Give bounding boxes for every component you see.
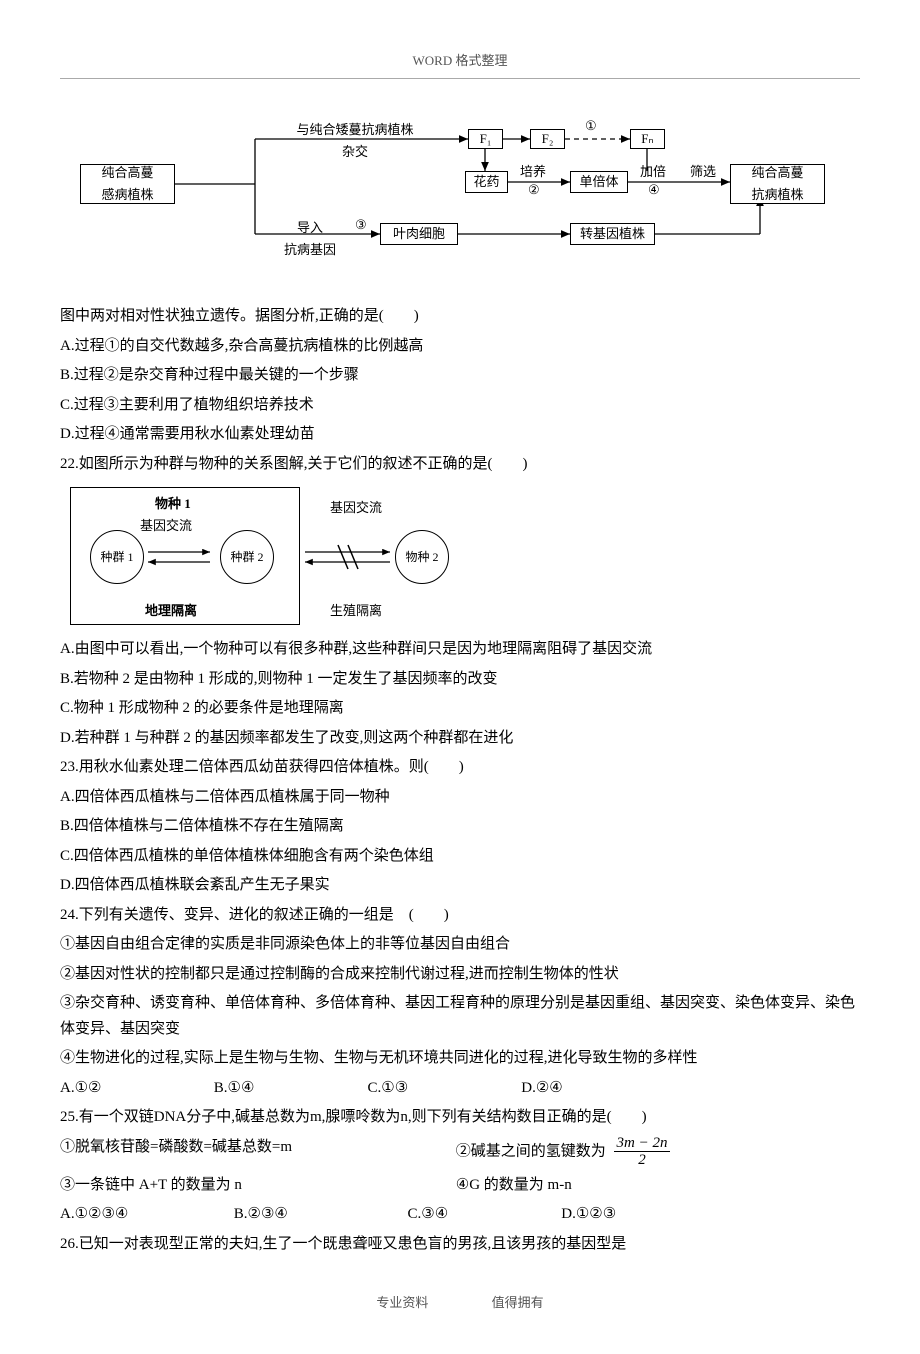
fraction-den: 2 [614,1152,671,1169]
q25-opt-c: C.③④ [408,1202,558,1228]
q25-item4: ④G 的数量为 m-n [456,1173,848,1199]
q25-item2-wrap: ②碱基之间的氢键数为 3m − 2n 2 [456,1135,848,1169]
circle-zhongqun2: 种群 2 [220,530,274,584]
label-jiaoliu-outer: 基因交流 [330,497,382,519]
label-shengzhi: 生殖隔离 [330,600,382,622]
q23-option-c: C.四倍体西瓜植株的单倍体植株体细胞含有两个染色体组 [60,844,860,870]
box-yerou: 叶肉细胞 [380,223,458,245]
q24-opt-c: C.①③ [368,1076,518,1102]
q25-opt-b: B.②③④ [234,1202,404,1228]
fraction-num: 3m − 2n [614,1135,671,1153]
box-f1: F₁ [468,129,503,149]
box-end: 纯合高蔓 抗病植株 [730,164,825,204]
q21-option-d: D.过程④通常需要用秋水仙素处理幼苗 [60,422,860,448]
q22-option-a: A.由图中可以看出,一个物种可以有很多种群,这些种群间只是因为地理隔离阻碍了基因… [60,637,860,663]
q23-option-d: D.四倍体西瓜植株联会紊乱产生无子果实 [60,873,860,899]
label-num1: ① [585,115,597,137]
q23-option-a: A.四倍体西瓜植株与二倍体西瓜植株属于同一物种 [60,785,860,811]
q25-item1: ①脱氧核苷酸=磷酸数=碱基总数=m [60,1135,452,1161]
q25-opt-a: A.①②③④ [60,1202,230,1228]
box-danbei: 单倍体 [570,171,628,193]
q25-stem: 25.有一个双链DNA分子中,碱基总数为m,腺嘌呤数为n,则下列有关结构数目正确… [60,1105,860,1131]
label-num2: ② [528,179,540,201]
q24-item4: ④生物进化的过程,实际上是生物与生物、生物与无机环境共同进化的过程,进化导致生物… [60,1046,860,1072]
q24-options: A.①② B.①④ C.①③ D.②④ [60,1076,860,1102]
q22-option-b: B.若物种 2 是由物种 1 形成的,则物种 1 一定发生了基因频率的改变 [60,667,860,693]
q21-intro: 图中两对相对性状独立遗传。据图分析,正确的是( ) [60,304,860,330]
q24-opt-b: B.①④ [214,1076,364,1102]
box-start: 纯合高蔓 感病植株 [80,164,175,204]
circle-zhongqun1: 种群 1 [90,530,144,584]
q23-stem: 23.用秋水仙素处理二倍体西瓜幼苗获得四倍体植株。则( ) [60,755,860,781]
q21-option-c: C.过程③主要利用了植物组织培养技术 [60,393,860,419]
q22-option-c: C.物种 1 形成物种 2 的必要条件是地理隔离 [60,696,860,722]
flowchart-breeding: 纯合高蔓 感病植株 F₁ F₂ Fₙ 花药 单倍体 叶肉细胞 转基因植株 纯合高… [80,119,840,289]
label-dili: 地理隔离 [145,600,197,622]
box-fn: Fₙ [630,129,665,149]
label-num3: ③ [355,214,367,236]
q23-option-b: B.四倍体植株与二倍体植株不存在生殖隔离 [60,814,860,840]
q25-item2: ②碱基之间的氢键数为 [456,1143,606,1159]
q25-fraction: 3m − 2n 2 [614,1135,671,1169]
q22-option-d: D.若种群 1 与种群 2 的基因频率都发生了改变,则这两个种群都在进化 [60,726,860,752]
q22-stem: 22.如图所示为种群与物种的关系图解,关于它们的叙述不正确的是( ) [60,452,860,478]
q25-opt-d: D.①②③ [561,1202,711,1228]
label-wuzhong1: 物种 1 [155,493,191,515]
q24-item3: ③杂交育种、诱变育种、单倍体育种、多倍体育种、基因工程育种的原理分别是基因重组、… [60,991,860,1042]
q24-stem: 24.下列有关遗传、变异、进化的叙述正确的一组是 ( ) [60,903,860,929]
q21-option-b: B.过程②是杂交育种过程中最关键的一个步骤 [60,363,860,389]
flowchart-species: 物种 1 基因交流 种群 1 种群 2 物种 2 基因交流 地理隔离 生殖隔离 [70,487,520,627]
q25-items-row1: ①脱氧核苷酸=磷酸数=碱基总数=m ②碱基之间的氢键数为 3m − 2n 2 [60,1135,860,1169]
q25-items-row2: ③一条链中 A+T 的数量为 n ④G 的数量为 m-n [60,1173,860,1199]
header-label: WORD 格式整理 [60,50,860,72]
label-top: 与纯合矮蔓抗病植株 杂交 [275,119,435,163]
q24-opt-a: A.①② [60,1076,210,1102]
q25-item3: ③一条链中 A+T 的数量为 n [60,1173,452,1199]
label-shaixuan: 筛选 [690,161,716,183]
q24-item2: ②基因对性状的控制都只是通过控制酶的合成来控制代谢过程,进而控制生物体的性状 [60,962,860,988]
label-num4: ④ [648,179,660,201]
label-jiaoliu-inner: 基因交流 [140,515,192,537]
footer: 专业资料 值得拥有 [60,1292,860,1314]
label-daoru: 导入 抗病基因 [275,217,345,261]
circle-wuzhong2: 物种 2 [395,530,449,584]
q24-item1: ①基因自由组合定律的实质是非同源染色体上的非等位基因自由组合 [60,932,860,958]
q24-opt-d: D.②④ [521,1076,671,1102]
box-huayao: 花药 [465,171,508,193]
box-zhuanji: 转基因植株 [570,223,655,245]
q25-options: A.①②③④ B.②③④ C.③④ D.①②③ [60,1202,860,1228]
box-f2: F₂ [530,129,565,149]
footer-right: 值得拥有 [492,1295,544,1310]
q21-option-a: A.过程①的自交代数越多,杂合高蔓抗病植株的比例越高 [60,334,860,360]
footer-left: 专业资料 [376,1295,428,1310]
q26-stem: 26.已知一对表现型正常的夫妇,生了一个既患聋哑又患色盲的男孩,且该男孩的基因型… [60,1232,860,1258]
